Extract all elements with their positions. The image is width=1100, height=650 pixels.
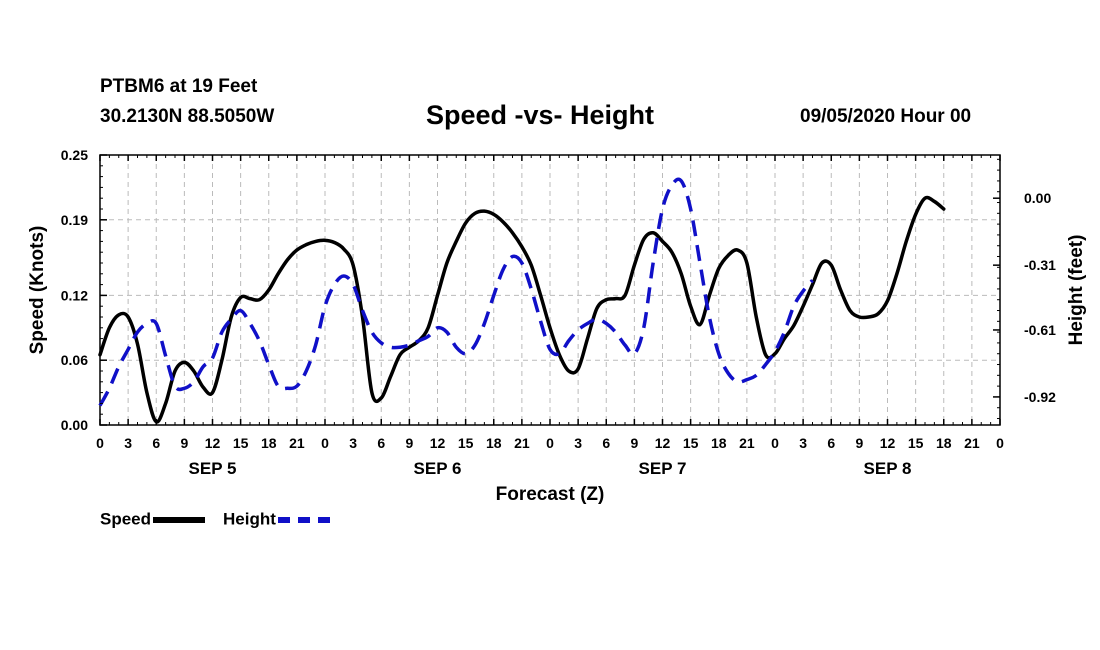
x-tick-label: 21 (739, 435, 755, 451)
x-tick-label: 9 (630, 435, 638, 451)
y-tick-label: 0.19 (61, 212, 88, 228)
x-tick-label: 18 (936, 435, 952, 451)
y-tick-label: 0.12 (61, 287, 88, 303)
x-tick-label: 0 (771, 435, 779, 451)
x-tick-label: 0 (546, 435, 554, 451)
y-tick-label: 0.25 (61, 147, 88, 163)
x-tick-label: 18 (261, 435, 277, 451)
x-tick-label: 3 (574, 435, 582, 451)
x-tick-label: 6 (152, 435, 160, 451)
coordinates-label: 30.2130N 88.5050W (100, 106, 275, 127)
legend: Speed Height (100, 509, 330, 530)
x-day-label: SEP 5 (189, 459, 237, 478)
x-tick-label: 15 (908, 435, 924, 451)
y-axis-right: 0.00 -0.31 -0.61 -0.92 (993, 158, 1056, 420)
x-tick-label: 9 (855, 435, 863, 451)
x-day-label: SEP 6 (414, 459, 462, 478)
legend-speed-label: Speed (100, 509, 152, 529)
x-tick-label: 3 (124, 435, 132, 451)
x-tick-label: 3 (799, 435, 807, 451)
y2-tick-label: -0.31 (1024, 257, 1056, 273)
x-tick-label: 21 (964, 435, 980, 451)
grid-lines (100, 155, 1000, 425)
x-tick-label: 6 (377, 435, 385, 451)
x-tick-label: 3 (349, 435, 357, 451)
x-day-label: SEP 7 (639, 459, 687, 478)
x-tick-label: 21 (514, 435, 530, 451)
y-tick-label: 0.00 (61, 417, 88, 433)
series-line-height (98, 177, 814, 407)
y2-tick-label: -0.61 (1024, 322, 1056, 338)
x-tick-label: 6 (827, 435, 835, 451)
data-series (98, 177, 946, 424)
y-axis-left: 0.00 0.06 0.12 0.19 0.25 (61, 147, 107, 433)
x-tick-label: 12 (880, 435, 896, 451)
series-line-speed (98, 195, 946, 424)
x-tick-label: 12 (205, 435, 221, 451)
x-tick-label: 9 (405, 435, 413, 451)
x-tick-label: 15 (233, 435, 249, 451)
legend-height-label: Height (223, 509, 276, 529)
x-axis-label: Forecast (Z) (496, 484, 605, 505)
x-tick-label: 18 (486, 435, 502, 451)
y2-tick-label: 0.00 (1024, 190, 1051, 206)
y2-tick-label: -0.92 (1024, 389, 1056, 405)
legend-height-swatch (277, 516, 330, 523)
x-tick-label: 21 (289, 435, 305, 451)
x-tick-label: 0 (96, 435, 104, 451)
legend-speed-swatch (153, 516, 206, 523)
chart-title: Speed -vs- Height (426, 100, 655, 130)
x-axis: 0 3 6 9 12 15 18 21 0 3 6 9 12 15 18 21 0 3 6 9 12 15 18 21 0 3 6 9… (96, 155, 1004, 478)
y2-axis-label: Height (feet) (1066, 235, 1087, 346)
x-tick-label: 15 (683, 435, 699, 451)
x-tick-label: 9 (180, 435, 188, 451)
x-tick-label: 12 (655, 435, 671, 451)
x-tick-label: 12 (430, 435, 446, 451)
x-day-label: SEP 8 (864, 459, 912, 478)
y-axis-label: Speed (Knots) (27, 226, 48, 355)
x-tick-label: 0 (996, 435, 1004, 451)
station-label: PTBM6 at 19 Feet (100, 76, 258, 97)
x-tick-label: 15 (458, 435, 474, 451)
x-tick-label: 18 (711, 435, 727, 451)
y-tick-label: 0.06 (61, 352, 88, 368)
x-tick-label: 6 (602, 435, 610, 451)
x-tick-label: 0 (321, 435, 329, 451)
forecast-datetime: 09/05/2020 Hour 00 (800, 106, 972, 127)
